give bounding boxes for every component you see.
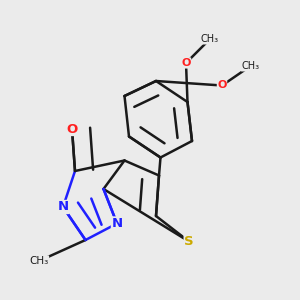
- Text: CH₃: CH₃: [29, 256, 49, 266]
- Text: O: O: [217, 80, 227, 91]
- Text: N: N: [57, 200, 69, 214]
- Text: CH₃: CH₃: [201, 34, 219, 44]
- Text: S: S: [184, 235, 194, 248]
- Text: CH₃: CH₃: [242, 61, 260, 71]
- Text: O: O: [66, 122, 78, 136]
- Text: N: N: [111, 217, 123, 230]
- Text: O: O: [181, 58, 191, 68]
